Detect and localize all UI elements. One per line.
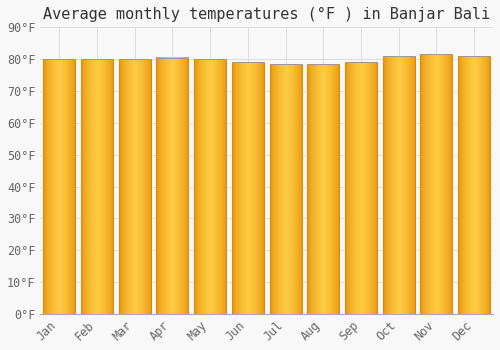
Title: Average monthly temperatures (°F ) in Banjar Bali: Average monthly temperatures (°F ) in Ba… xyxy=(43,7,490,22)
